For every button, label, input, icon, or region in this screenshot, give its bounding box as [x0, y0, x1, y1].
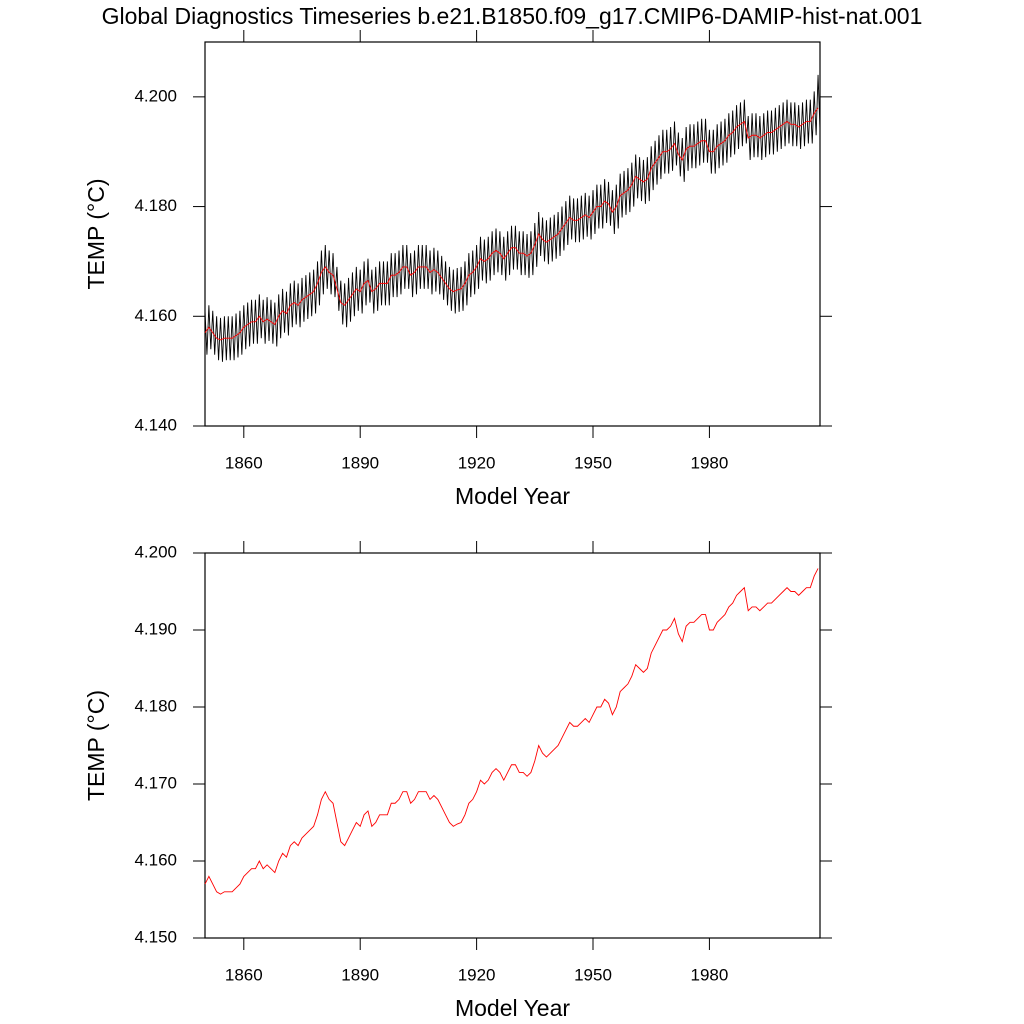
plot-frame — [204, 552, 821, 939]
x-tick-label: 1920 — [458, 453, 496, 472]
y-tick-label: 4.160 — [134, 306, 177, 325]
y-tick-label: 4.200 — [134, 542, 177, 561]
x-tick-label: 1950 — [574, 453, 612, 472]
x-axis-label: Model Year — [455, 483, 570, 509]
data-line — [204, 74, 821, 362]
y-tick-label: 4.180 — [134, 196, 177, 215]
y-tick-label: 4.190 — [134, 619, 177, 638]
x-tick-label: 1860 — [225, 965, 263, 984]
x-tick-label: 1980 — [691, 453, 729, 472]
x-axis-label: Model Year — [455, 995, 570, 1021]
x-tick-label: 1890 — [341, 453, 379, 472]
page-title: Global Diagnostics Timeseries b.e21.B185… — [102, 3, 923, 29]
y-tick-label: 4.140 — [134, 415, 177, 434]
x-tick-label: 1950 — [574, 965, 612, 984]
plot-frame — [204, 41, 821, 427]
x-tick-label: 1920 — [458, 965, 496, 984]
y-tick-label: 4.160 — [134, 850, 177, 869]
y-tick-label: 4.170 — [134, 773, 177, 792]
y-axis-label: TEMP (°C) — [83, 690, 109, 801]
data-line — [204, 107, 819, 341]
x-tick-label: 1980 — [691, 965, 729, 984]
x-tick-label: 1860 — [225, 453, 263, 472]
y-axis-label: TEMP (°C) — [83, 179, 109, 290]
y-tick-label: 4.150 — [134, 927, 177, 946]
y-tick-label: 4.180 — [134, 696, 177, 715]
y-tick-label: 4.200 — [134, 86, 177, 105]
data-line — [204, 568, 819, 895]
x-tick-label: 1890 — [341, 965, 379, 984]
